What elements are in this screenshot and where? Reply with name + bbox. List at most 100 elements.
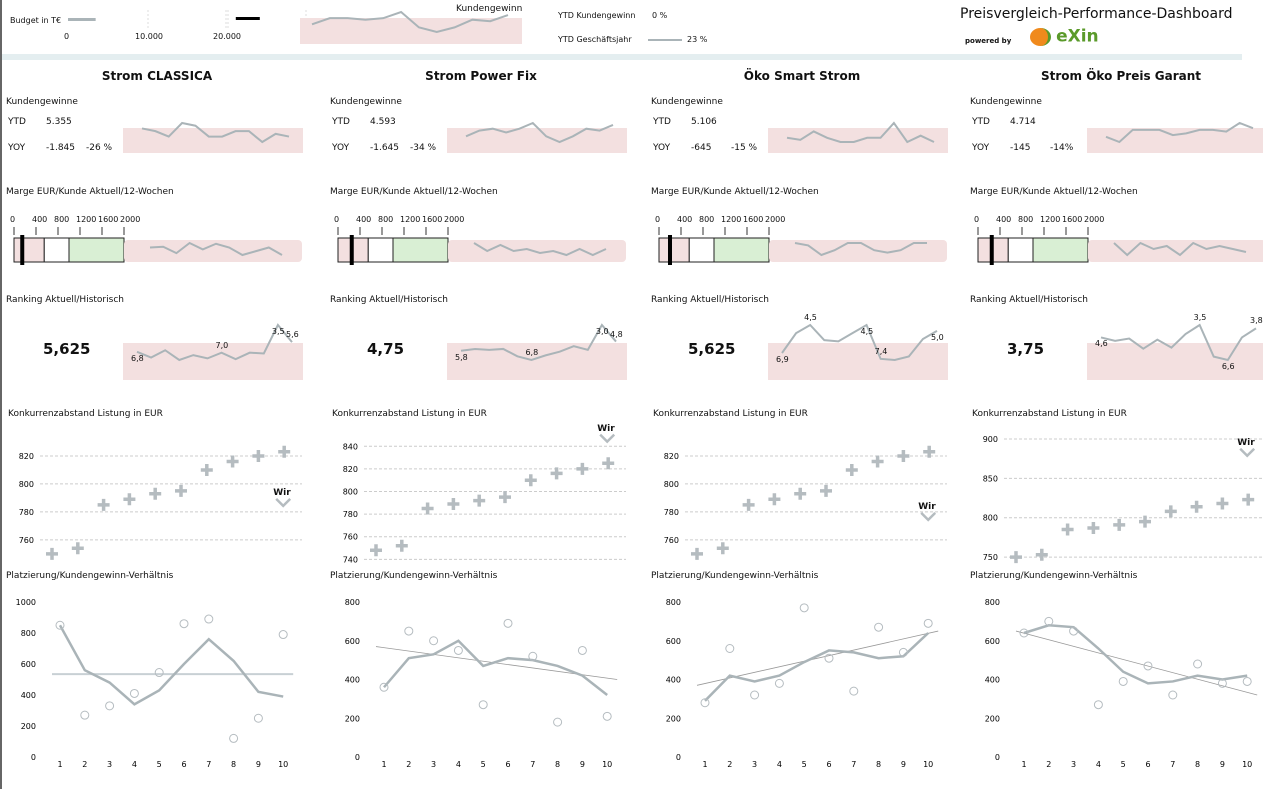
platzierung-point bbox=[799, 603, 809, 613]
y-tick-label: 1000 bbox=[16, 598, 36, 607]
platzierung-point bbox=[278, 630, 288, 640]
x-tick-label: 6 bbox=[1145, 760, 1150, 769]
x-tick-label: 2 bbox=[82, 760, 87, 769]
ranking-label: Ranking Aktuell/Historisch bbox=[651, 295, 769, 305]
platzierung-point bbox=[750, 690, 760, 700]
kundengewinn-sparkline bbox=[300, 10, 522, 44]
competitor-plus-marker bbox=[421, 502, 434, 515]
platzierung-point bbox=[453, 645, 463, 655]
bullet-tick-label: 2000 bbox=[444, 215, 465, 224]
platzierung-point bbox=[1217, 678, 1227, 688]
yoy-value: -145 bbox=[1010, 143, 1031, 153]
page-title: Preisvergleich-Performance-Dashboard bbox=[960, 6, 1233, 22]
y-tick-label: 200 bbox=[666, 714, 681, 723]
bullet-tick-label: 1200 bbox=[721, 215, 742, 224]
yoy-percent: -34 % bbox=[410, 143, 437, 153]
ranking-sparkline bbox=[781, 323, 938, 362]
x-tick-label: 8 bbox=[555, 760, 560, 769]
x-tick-label: 10 bbox=[923, 760, 933, 769]
ranking-data-label: 3,8 bbox=[1250, 316, 1263, 326]
yoy-value: -1.645 bbox=[370, 143, 400, 153]
ranking-data-label: 4,5 bbox=[860, 327, 874, 336]
ranking-data-label: 6,8 bbox=[525, 348, 539, 357]
ranking-sparkline bbox=[136, 323, 293, 362]
x-tick-label: 4 bbox=[777, 760, 782, 769]
ranking-data-label: 7,0 bbox=[215, 340, 229, 350]
platzierung-point bbox=[725, 644, 735, 653]
ranking-data-label: 6,6 bbox=[1221, 362, 1235, 371]
y-tick-label: 820 bbox=[664, 452, 679, 461]
platzierung-point bbox=[849, 686, 859, 696]
x-tick-label: 10 bbox=[278, 760, 288, 769]
competitor-plus-marker bbox=[97, 498, 110, 511]
competitor-plus-marker bbox=[252, 449, 265, 462]
x-tick-label: 1 bbox=[702, 760, 707, 769]
competitor-plus-marker bbox=[602, 457, 615, 470]
wir-marker bbox=[920, 511, 937, 522]
wir-marker bbox=[275, 498, 292, 508]
ranking-sparkline bbox=[460, 323, 617, 362]
x-tick-label: 2 bbox=[727, 760, 732, 769]
competitor-plus-marker bbox=[370, 544, 382, 557]
header-separator bbox=[2, 54, 1242, 60]
bullet-band bbox=[658, 237, 690, 263]
budget-tick: 10.000 bbox=[135, 32, 163, 41]
marge-label: Marge EUR/Kunde Aktuell/12-Wochen bbox=[6, 187, 174, 197]
y-tick-label: 400 bbox=[345, 676, 360, 685]
bullet-band bbox=[713, 237, 770, 263]
bullet-marker bbox=[20, 235, 25, 265]
kundengewinn-line bbox=[383, 639, 608, 696]
kundengewinne-label: Kundengewinne bbox=[330, 97, 402, 107]
x-tick-label: 5 bbox=[481, 760, 486, 769]
competitor-plus-marker bbox=[123, 493, 136, 506]
ranking-sparkline bbox=[1100, 323, 1257, 362]
competitor-plus-marker bbox=[175, 484, 187, 497]
y-tick-label: 740 bbox=[343, 555, 358, 564]
x-tick-label: 5 bbox=[1121, 760, 1126, 769]
ranking-value: 5,625 bbox=[43, 340, 91, 358]
budget-target-marker bbox=[235, 17, 260, 20]
sparkline-band bbox=[447, 128, 627, 153]
x-tick-label: 10 bbox=[602, 760, 612, 769]
competitor-plus-marker bbox=[871, 455, 884, 468]
competitor-plus-marker bbox=[716, 542, 729, 555]
competitor-plus-marker bbox=[820, 484, 832, 497]
platzierung-point bbox=[503, 618, 513, 628]
y-tick-label: 400 bbox=[666, 676, 681, 685]
platzierung-point bbox=[129, 688, 139, 698]
bullet-band bbox=[688, 237, 715, 263]
y-tick-label: 850 bbox=[983, 474, 998, 483]
wir-label: Wir bbox=[1237, 437, 1255, 448]
ranking-data-label: 5,0 bbox=[931, 332, 944, 342]
ranking-data-label: 3,0 bbox=[595, 327, 609, 336]
x-tick-label: 8 bbox=[876, 760, 881, 769]
ranking-data-label: 6,9 bbox=[776, 355, 789, 364]
column-charts: 740 760 780 800 820 840 0 200 400 600 800 1 2 3 4 5 6 7 8 9… bbox=[337, 121, 627, 769]
bullet-band bbox=[392, 237, 449, 263]
y-tick-label: 200 bbox=[345, 714, 360, 723]
competitor-plus-marker bbox=[576, 462, 589, 475]
competitor-plus-marker bbox=[395, 539, 408, 552]
column-title: Strom Power Fix bbox=[425, 69, 537, 83]
ytd-kundengewinn-label: YTD Kundengewinn bbox=[558, 11, 636, 20]
bullet-tick-label: 0 bbox=[974, 215, 980, 224]
konkurrenz-label: Konkurrenzabstand Listung in EUR bbox=[653, 409, 808, 419]
competitor-plus-marker bbox=[71, 542, 84, 555]
platzierung-point bbox=[577, 645, 587, 655]
bullet-tick-label: 800 bbox=[699, 215, 715, 224]
wir-label: Wir bbox=[273, 487, 291, 498]
bullet-tick-label: 2000 bbox=[1084, 215, 1105, 224]
kundengewinne-sparkline bbox=[786, 121, 935, 144]
competitor-plus-marker bbox=[524, 474, 537, 487]
platzierung-point bbox=[379, 682, 389, 692]
platzierung-point bbox=[229, 733, 239, 743]
logo-text: eXin bbox=[1056, 26, 1099, 47]
x-tick-label: 1 bbox=[381, 760, 386, 769]
bullet-tick-label: 400 bbox=[996, 215, 1012, 224]
wir-label: Wir bbox=[918, 501, 936, 512]
bullet-marker bbox=[349, 235, 354, 265]
bullet-tick-label: 400 bbox=[356, 215, 372, 224]
x-tick-label: 4 bbox=[456, 760, 461, 769]
competitor-plus-marker bbox=[845, 463, 858, 476]
kundengewinne-label: Kundengewinne bbox=[6, 97, 78, 107]
